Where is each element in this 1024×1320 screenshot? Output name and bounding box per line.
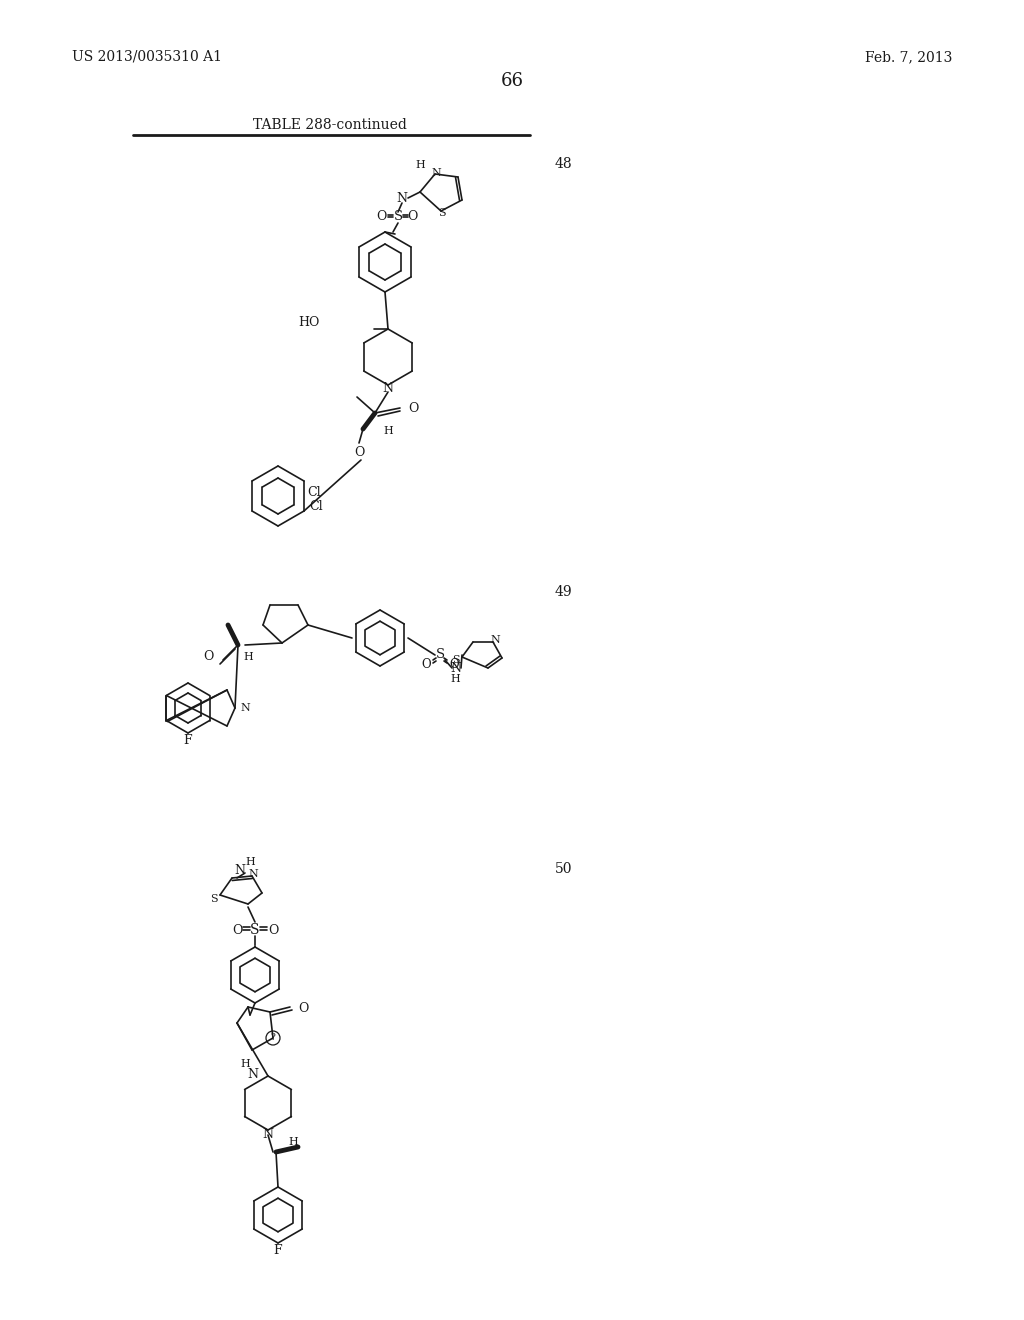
Text: Cl: Cl [309, 499, 323, 512]
Text: O: O [231, 924, 243, 936]
Text: 49: 49 [555, 585, 572, 599]
Text: O: O [298, 1002, 308, 1015]
Text: O: O [421, 657, 431, 671]
Text: O: O [376, 210, 386, 223]
Text: N: N [234, 863, 246, 876]
Text: O: O [204, 651, 214, 664]
Text: N: N [248, 869, 258, 879]
Text: S: S [393, 210, 402, 223]
Text: 50: 50 [555, 862, 572, 876]
Text: O: O [450, 657, 459, 671]
Text: N: N [451, 661, 462, 675]
Text: N: N [262, 1127, 273, 1140]
Text: H: H [243, 652, 253, 663]
Text: O: O [268, 924, 279, 936]
Text: N: N [396, 191, 408, 205]
Text: N: N [383, 383, 393, 396]
Text: O: O [354, 446, 365, 459]
Text: TABLE 288-continued: TABLE 288-continued [253, 117, 407, 132]
Text: O: O [407, 210, 417, 223]
Text: F: F [273, 1245, 283, 1258]
Text: ?: ? [270, 1034, 275, 1043]
Text: S: S [250, 923, 260, 937]
Text: S: S [435, 648, 444, 661]
Text: 48: 48 [555, 157, 572, 172]
Text: H: H [245, 857, 255, 867]
Text: F: F [183, 734, 193, 747]
Text: Feb. 7, 2013: Feb. 7, 2013 [864, 50, 952, 63]
Text: US 2013/0035310 A1: US 2013/0035310 A1 [72, 50, 222, 63]
Text: N: N [240, 704, 250, 713]
Text: HO: HO [299, 315, 319, 329]
Text: N: N [490, 635, 500, 645]
Text: O: O [408, 401, 419, 414]
Text: S: S [210, 894, 218, 904]
Text: H: H [241, 1059, 250, 1069]
Text: Cl: Cl [307, 487, 321, 499]
Text: H: H [415, 160, 425, 170]
Text: S: S [453, 655, 460, 665]
Text: N: N [247, 1068, 258, 1081]
Text: N: N [431, 168, 441, 178]
Text: 66: 66 [501, 73, 523, 90]
Text: H: H [383, 426, 393, 436]
Text: H: H [288, 1137, 298, 1147]
Text: S: S [438, 209, 445, 218]
Text: H: H [451, 675, 460, 684]
